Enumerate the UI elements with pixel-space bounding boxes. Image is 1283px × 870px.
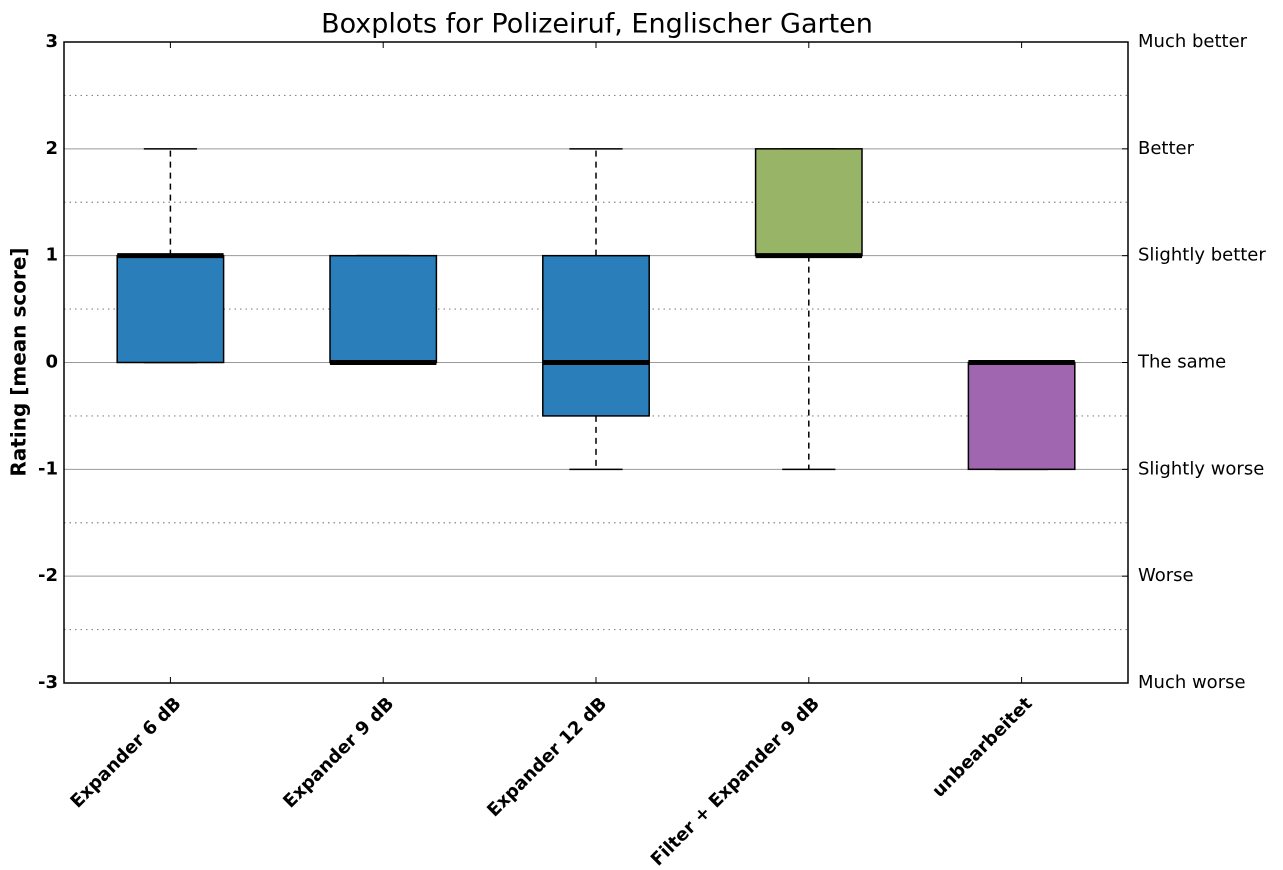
box <box>967 361 1076 471</box>
x-tick-label: unbearbeitet <box>928 693 1037 802</box>
box <box>542 254 650 417</box>
y-tick-label: -2 <box>38 565 58 586</box>
y-tick-label: 0 <box>45 352 58 373</box>
box <box>329 254 438 364</box>
x-tick-label: Expander 12 dB <box>483 693 611 821</box>
box <box>116 254 225 364</box>
y-axis-label: Rating [mean score] <box>7 247 31 476</box>
y2-tick-label: Better <box>1138 138 1195 159</box>
box <box>754 148 863 257</box>
y2-tick-label: Slightly better <box>1138 245 1266 266</box>
y2-tick-label: Much worse <box>1138 672 1246 693</box>
plot-frame <box>63 41 1129 684</box>
x-tick-label: Expander 9 dB <box>279 693 398 812</box>
x-tick-label: Expander 6 dB <box>66 693 185 812</box>
y-tick-label: 1 <box>45 245 58 266</box>
y2-tick-label: Slightly worse <box>1138 458 1264 479</box>
y-tick-label: 3 <box>45 31 58 52</box>
y-tick-label: 2 <box>45 138 58 159</box>
y2-tick-label: Worse <box>1138 565 1194 586</box>
x-tick-label: Filter + Expander 9 dB <box>647 693 824 870</box>
y-tick-label: -1 <box>38 458 58 479</box>
chart-title: Boxplots for Polizeiruf, Englischer Gart… <box>321 9 873 40</box>
y2-tick-label: The same <box>1137 352 1226 373</box>
y-tick-label: -3 <box>38 672 58 693</box>
y2-tick-label: Much better <box>1138 31 1248 52</box>
